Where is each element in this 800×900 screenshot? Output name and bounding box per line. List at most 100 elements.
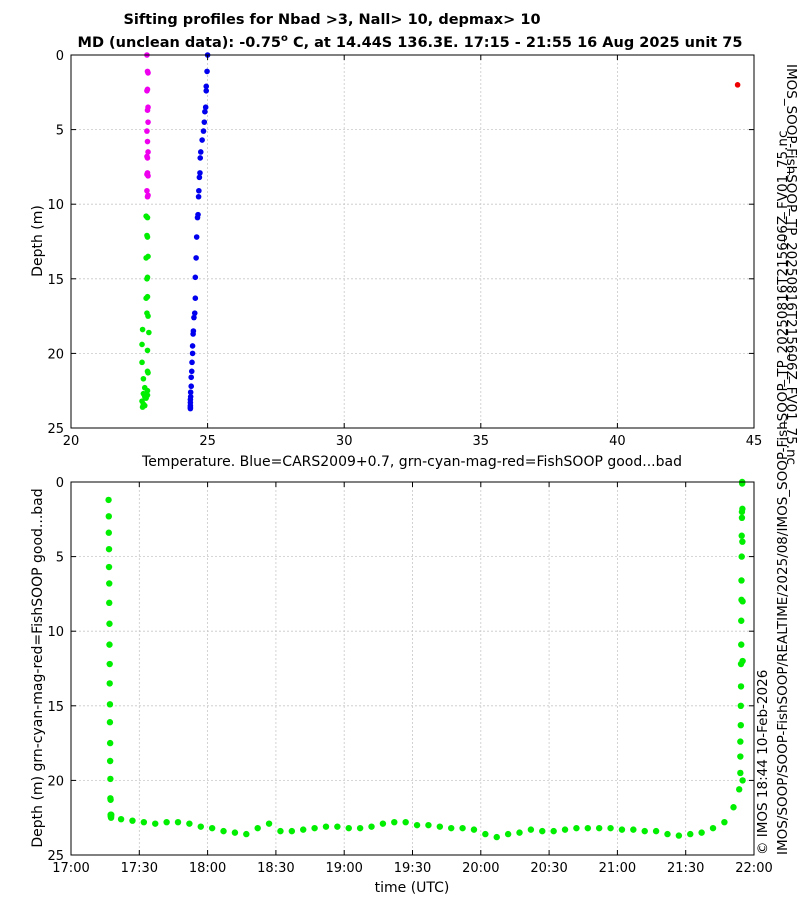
- data-point-fishsoop-good: [139, 341, 145, 348]
- bottom-data-points: [105, 478, 746, 841]
- data-point-fishsoop-good: [738, 480, 746, 487]
- data-point-fishsoop-mag: [144, 138, 151, 145]
- data-point-fishsoop-good: [493, 833, 500, 841]
- bottom-ticks: 17:00 17:30 18:00 18:30 19:00 19:30 20:00 20:30…: [47, 476, 772, 876]
- x-tick-label: 19:00: [325, 861, 362, 876]
- data-point-fishsoop-good: [143, 255, 149, 261]
- data-point-fishsoop-good: [737, 738, 744, 745]
- data-point-fishsoop-good: [152, 820, 159, 827]
- data-point-cars2009-0-7: [193, 234, 200, 240]
- data-point-fishsoop-good: [482, 830, 489, 838]
- data-point-cars2009-0-7: [197, 155, 204, 161]
- data-point-fishsoop-good: [254, 824, 261, 832]
- data-point-fishsoop-good: [106, 719, 114, 726]
- data-point-fishsoop-good: [144, 387, 151, 394]
- data-point-fishsoop-mag: [144, 171, 150, 178]
- data-point-fishsoop-good: [208, 824, 216, 832]
- data-point-fishsoop-good: [106, 599, 113, 607]
- data-point-fishsoop-good: [595, 824, 603, 832]
- data-point-fishsoop-good: [504, 830, 512, 838]
- data-point-fishsoop-good: [163, 818, 170, 826]
- top-gridlines: [71, 55, 754, 428]
- y-tick-label: 15: [47, 700, 64, 715]
- data-point-fishsoop-good: [139, 326, 146, 333]
- data-point-fishsoop-good: [174, 818, 182, 826]
- data-point-fishsoop-mag: [144, 155, 151, 161]
- data-point-fishsoop-bad: [734, 82, 741, 88]
- data-point-cars2009-0-7: [201, 119, 208, 125]
- data-point-cars2009-0-7: [203, 88, 210, 94]
- data-point-fishsoop-good: [539, 827, 546, 835]
- data-point-fishsoop-good: [146, 329, 152, 336]
- data-point-fishsoop-good: [652, 827, 660, 835]
- data-point-fishsoop-good: [527, 826, 535, 833]
- data-point-fishsoop-good: [730, 804, 737, 811]
- data-point-fishsoop-mag: [144, 193, 151, 200]
- data-point-fishsoop-good: [413, 821, 421, 829]
- top-data-points: [139, 52, 741, 412]
- y-tick-label: 0: [56, 49, 64, 64]
- data-point-fishsoop-good: [675, 832, 683, 839]
- data-point-cars2009-0-7: [187, 405, 194, 412]
- top-x-axis-label: Temperature. Blue=CARS2009+0.7, grn-cyan…: [141, 454, 682, 470]
- y-tick-label: 0: [56, 476, 64, 491]
- x-tick-label: 45: [746, 434, 763, 449]
- y-tick-label: 5: [56, 124, 64, 139]
- data-point-cars2009-0-7: [191, 310, 198, 316]
- data-point-fishsoop-good: [139, 404, 146, 410]
- data-point-fishsoop-good: [105, 513, 112, 520]
- data-point-fishsoop-good: [105, 563, 113, 571]
- data-point-fishsoop-good: [144, 214, 151, 221]
- data-point-fishsoop-good: [737, 683, 745, 690]
- data-point-fishsoop-good: [738, 641, 745, 648]
- data-point-fishsoop-good: [738, 617, 745, 624]
- data-point-fishsoop-good: [311, 824, 318, 832]
- x-tick-label: 22:00: [735, 861, 772, 876]
- data-point-fishsoop-good: [379, 820, 387, 827]
- x-tick-label: 17:00: [52, 861, 89, 876]
- data-point-fishsoop-good: [140, 818, 148, 826]
- data-point-fishsoop-good: [738, 577, 745, 584]
- data-point-cars2009-0-7: [197, 170, 203, 176]
- data-point-cars2009-0-7: [200, 128, 207, 134]
- data-point-fishsoop-good: [738, 553, 745, 560]
- data-point-fishsoop-good: [197, 823, 204, 830]
- data-point-fishsoop-good: [220, 827, 227, 835]
- data-point-cars2009-0-7: [203, 83, 210, 90]
- data-point-fishsoop-good: [108, 811, 115, 818]
- top-plot-frame: [70, 54, 755, 429]
- data-point-fishsoop-good: [738, 514, 746, 522]
- data-point-fishsoop-good: [402, 818, 409, 826]
- y-tick-label: 15: [47, 273, 64, 288]
- data-point-fishsoop-good: [106, 620, 113, 627]
- data-point-fishsoop-good: [561, 826, 569, 833]
- data-point-cars2009-0-7: [189, 343, 196, 349]
- data-point-fishsoop-good: [459, 824, 466, 832]
- data-point-fishsoop-good: [737, 753, 744, 760]
- data-point-fishsoop-good: [356, 824, 364, 832]
- data-point-cars2009-0-7: [202, 108, 208, 115]
- data-point-fishsoop-good: [106, 739, 114, 747]
- data-point-cars2009-0-7: [188, 383, 195, 390]
- data-point-fishsoop-good: [117, 815, 125, 823]
- x-tick-label: 18:30: [257, 861, 294, 876]
- data-point-fishsoop-good: [231, 829, 239, 836]
- x-tick-label: 18:00: [189, 861, 226, 876]
- data-point-cars2009-0-7: [189, 359, 195, 366]
- y-tick-label: 5: [56, 551, 64, 566]
- data-point-fishsoop-good: [144, 392, 151, 398]
- data-point-fishsoop-good: [739, 538, 746, 545]
- data-point-fishsoop-good: [607, 824, 614, 832]
- data-point-fishsoop-good: [641, 827, 648, 835]
- data-point-cars2009-0-7: [188, 374, 195, 381]
- data-point-fishsoop-good: [140, 375, 147, 382]
- data-point-cars2009-0-7: [190, 331, 196, 337]
- data-point-fishsoop-good: [288, 827, 296, 835]
- x-tick-label: 17:30: [121, 861, 158, 876]
- data-point-cars2009-0-7: [195, 193, 202, 200]
- data-point-fishsoop-mag: [145, 119, 151, 125]
- data-point-fishsoop-good: [739, 777, 746, 784]
- data-point-fishsoop-good: [106, 757, 114, 765]
- data-point-fishsoop-good: [144, 276, 150, 282]
